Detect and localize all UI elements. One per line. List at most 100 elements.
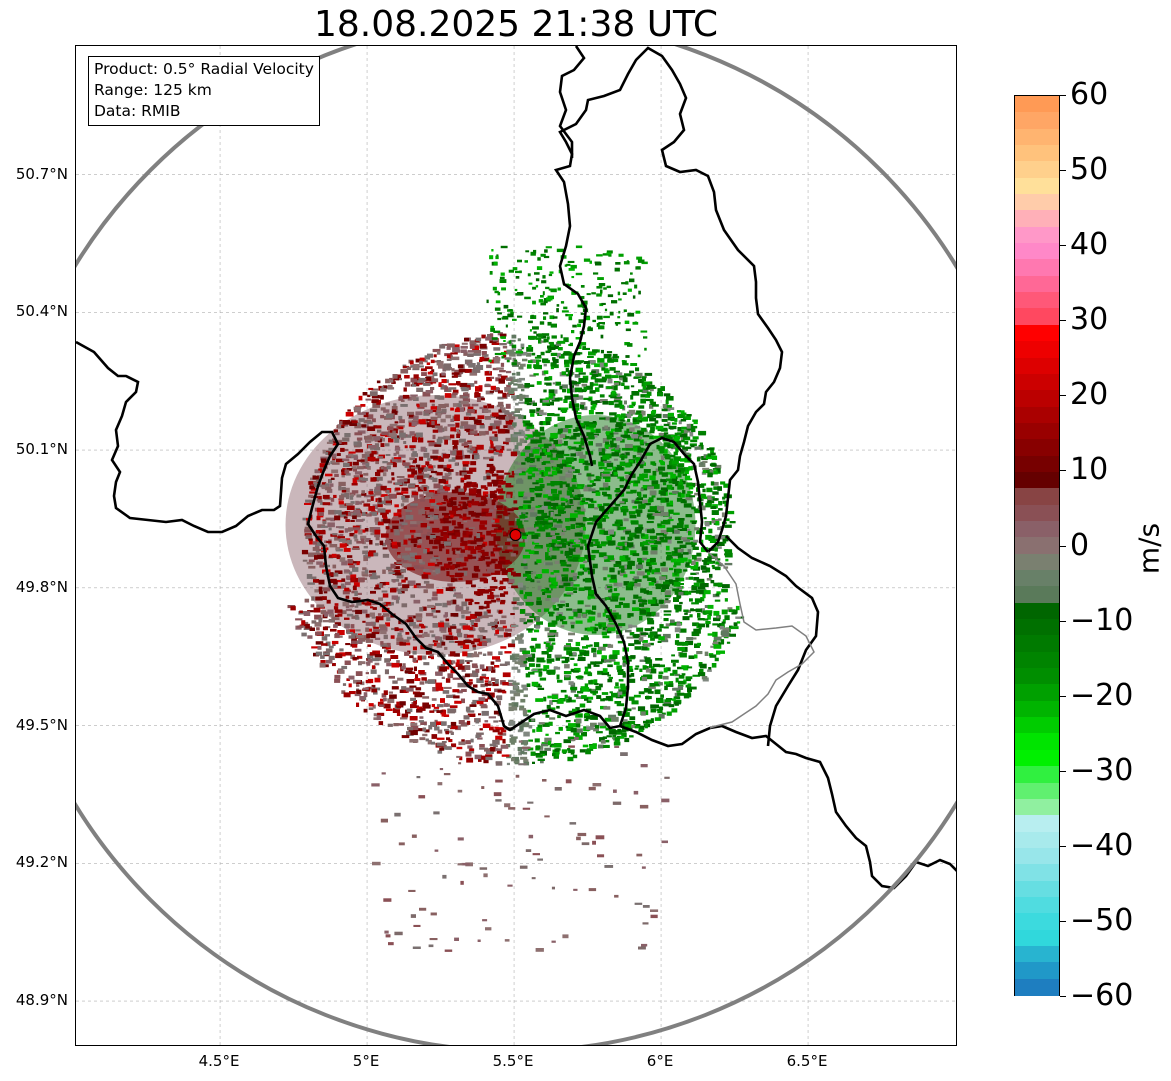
colorbar-segment <box>1015 145 1059 162</box>
colorbar-tick-mark <box>1060 395 1066 397</box>
colorbar-segment <box>1015 422 1059 440</box>
colorbar-segment <box>1015 586 1059 604</box>
colorbar-tick-label: 20 <box>1070 377 1109 413</box>
colorbar-tick-label: 30 <box>1070 302 1109 338</box>
colorbar-tick-label: −20 <box>1070 677 1134 713</box>
colorbar-segment <box>1015 275 1059 293</box>
colorbar-segment <box>1015 504 1059 522</box>
border-germany-luxembourg <box>586 436 710 727</box>
colorbar-segment <box>1015 815 1059 833</box>
colorbar-segment <box>1015 488 1059 506</box>
colorbar-segment <box>1015 324 1059 342</box>
colorbar-segment <box>1015 749 1059 767</box>
colorbar-tick-mark <box>1060 95 1066 96</box>
colorbar-segment <box>1015 96 1059 113</box>
lat-tick-label: 49.2°N <box>15 853 68 872</box>
lon-tick-label: 5.5°E <box>492 1052 534 1070</box>
colorbar-tick-label: −10 <box>1070 602 1134 638</box>
radar-map <box>76 46 956 1045</box>
border-germany-east <box>725 535 820 747</box>
colorbar-segment <box>1015 471 1059 489</box>
colorbar-tick-mark <box>1060 845 1066 847</box>
colorbar-segment <box>1015 766 1059 784</box>
colorbar-tick-label: 50 <box>1070 152 1109 188</box>
colorbar-segment <box>1015 161 1059 179</box>
colorbar-segment <box>1015 945 1059 963</box>
lon-tick-label: 4.5°E <box>198 1052 240 1070</box>
colorbar-segment <box>1015 733 1059 751</box>
colorbar-tick-label: 10 <box>1070 452 1109 488</box>
colorbar-tick-label: −30 <box>1070 752 1134 788</box>
colorbar-segment <box>1015 537 1059 555</box>
colorbar-segment <box>1015 553 1059 571</box>
colorbar-tick-mark <box>1060 920 1066 922</box>
colorbar-tick-mark <box>1060 996 1066 997</box>
colorbar-segment <box>1015 406 1059 424</box>
data-source-label: Data: RMIB <box>94 102 181 120</box>
lat-tick-label: 50.1°N <box>15 440 68 459</box>
colorbar-tick-mark <box>1060 770 1066 772</box>
colorbar-segment <box>1015 880 1059 898</box>
lon-tick-label: 6°E <box>646 1052 674 1070</box>
colorbar-segment <box>1015 210 1059 228</box>
colorbar-segment <box>1015 128 1059 146</box>
colorbar-tick-mark <box>1060 170 1066 172</box>
colorbar-segment <box>1015 177 1059 195</box>
colorbar-segment <box>1015 978 1059 996</box>
colorbar-segment <box>1015 194 1059 211</box>
colorbar-tick-mark <box>1060 545 1066 547</box>
colorbar-segment <box>1015 962 1059 980</box>
colorbar-segment <box>1015 619 1059 636</box>
colorbar-tick-label: −40 <box>1070 827 1134 863</box>
colorbar-segment <box>1015 717 1059 735</box>
colorbar-segment <box>1015 864 1059 882</box>
colorbar-segment <box>1015 651 1059 669</box>
chart-title: 18.08.2025 21:38 UTC <box>313 4 719 45</box>
colorbar-segment <box>1015 929 1059 947</box>
border-belgium-germany <box>553 46 784 553</box>
range-label: Range: 125 km <box>94 81 212 99</box>
colorbar-segment <box>1015 913 1059 931</box>
colorbar-segment <box>1015 798 1059 816</box>
lon-tick-label: 5°E <box>352 1052 380 1070</box>
colorbar-segment <box>1015 847 1059 865</box>
colorbar-segment <box>1015 520 1059 538</box>
colorbar-segment <box>1015 831 1059 849</box>
colorbar-segment <box>1015 308 1059 326</box>
colorbar-segment <box>1015 243 1059 261</box>
colorbar-segment <box>1015 373 1059 391</box>
colorbar <box>1014 95 1060 996</box>
colorbar-segment <box>1015 439 1059 457</box>
colorbar-tick-label: −60 <box>1070 978 1134 1013</box>
colorbar-tick-label: −50 <box>1070 902 1134 938</box>
colorbar-segment <box>1015 455 1059 473</box>
lat-tick-label: 50.4°N <box>15 302 68 321</box>
colorbar-segment <box>1015 668 1059 686</box>
border-saarland <box>707 551 815 729</box>
colorbar-segment <box>1015 570 1059 587</box>
product-info-box: Product: 0.5° Radial Velocity Range: 125… <box>88 56 320 126</box>
colorbar-tick-mark <box>1060 320 1066 322</box>
lat-tick-label: 49.8°N <box>15 577 68 596</box>
radar-site-marker <box>509 529 522 542</box>
lat-tick-label: 50.7°N <box>15 164 68 183</box>
colorbar-tick-label: 40 <box>1070 227 1109 263</box>
velocity-echoes <box>285 245 745 952</box>
colorbar-segment <box>1015 226 1059 244</box>
colorbar-segment <box>1015 700 1059 718</box>
colorbar-tick-mark <box>1060 620 1066 622</box>
colorbar-tick-label: 60 <box>1070 77 1109 112</box>
colorbar-segment <box>1015 357 1059 375</box>
colorbar-segment <box>1015 782 1059 800</box>
colorbar-tick-mark <box>1060 695 1066 697</box>
colorbar-segment <box>1015 112 1059 130</box>
colorbar-tick-mark <box>1060 470 1066 472</box>
colorbar-segment <box>1015 292 1059 310</box>
colorbar-segment <box>1015 341 1059 359</box>
colorbar-segment <box>1015 896 1059 914</box>
lat-tick-label: 48.9°N <box>15 991 68 1010</box>
colorbar-segment <box>1015 635 1059 653</box>
border-belgium-luxembourg <box>76 340 621 732</box>
colorbar-tick-mark <box>1060 245 1066 247</box>
colorbar-segment <box>1015 684 1059 702</box>
